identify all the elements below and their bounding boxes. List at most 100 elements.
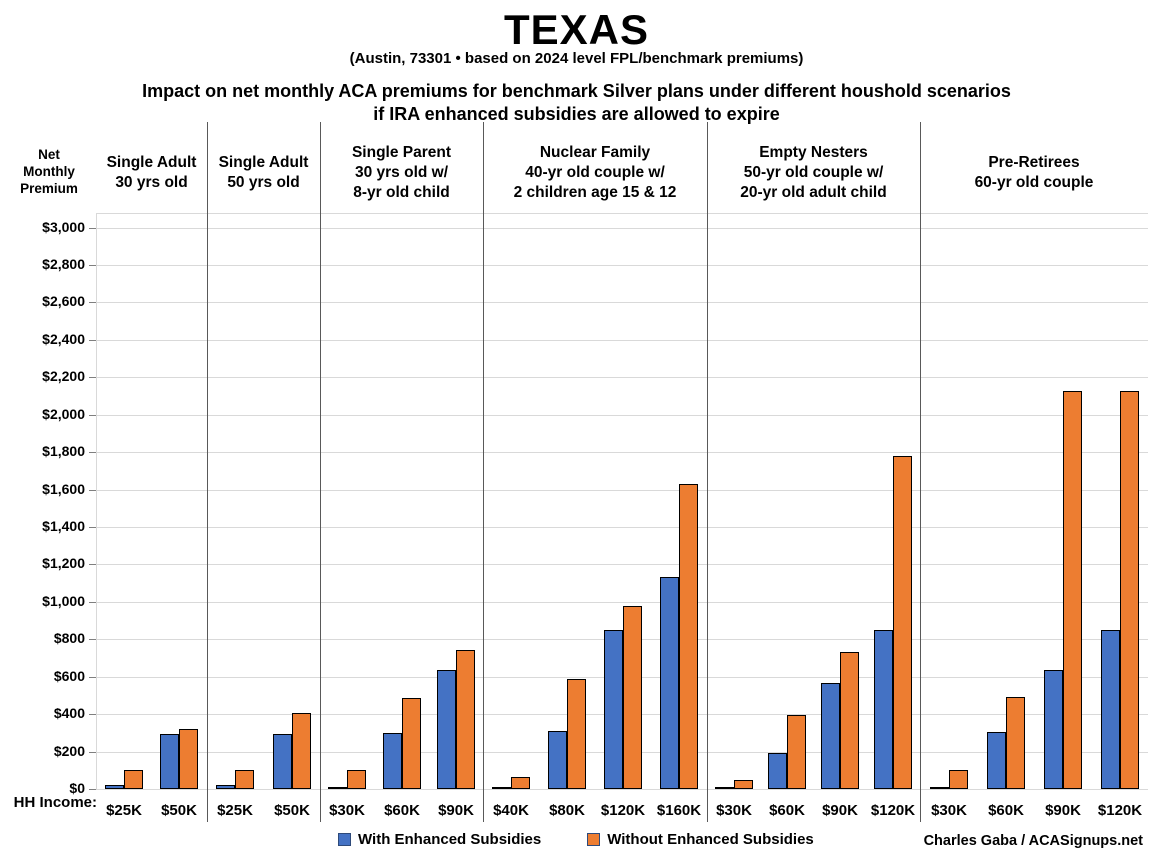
y-axis-tick — [89, 228, 96, 229]
group-header-line: Empty Nesters — [759, 144, 868, 161]
credit-text: Charles Gaba / ACASignups.net — [923, 833, 1143, 849]
bar-without-enhanced-subsidies — [893, 456, 912, 789]
bar-without-enhanced-subsidies — [456, 650, 475, 789]
bar-without-enhanced-subsidies — [567, 679, 586, 789]
gridline — [96, 452, 1148, 453]
chart-heading: Impact on net monthly ACA premiums for b… — [0, 80, 1153, 126]
bar-with-enhanced-subsidies — [660, 577, 679, 789]
x-category-label: $90K — [1045, 802, 1081, 819]
group-separator — [483, 122, 484, 822]
bar-without-enhanced-subsidies — [787, 715, 806, 789]
y-tick-label: $2,600 — [42, 293, 85, 309]
page-title: TEXAS — [503, 6, 650, 53]
gridline — [96, 602, 1148, 603]
bar-with-enhanced-subsidies — [328, 787, 347, 789]
legend-label-with-subsidies: With Enhanced Subsidies — [358, 831, 542, 848]
x-category-label: $40K — [493, 802, 529, 819]
gridline — [96, 527, 1148, 528]
y-tick-label: $1,600 — [42, 481, 85, 497]
group-separator — [320, 122, 321, 822]
group-header-line: 30 yrs old — [115, 174, 188, 191]
bar-with-enhanced-subsidies — [930, 787, 949, 789]
group-header-line: Single Parent — [351, 144, 452, 161]
y-axis-tick — [89, 340, 96, 341]
x-category-label: $25K — [106, 802, 142, 819]
y-axis-tick — [89, 490, 96, 491]
bar-with-enhanced-subsidies — [768, 753, 787, 789]
chart-heading-line1: Impact on net monthly ACA premiums for b… — [142, 81, 1011, 101]
gridline — [96, 490, 1148, 491]
group-header: Empty Nesters 50-yr old couple w/20-yr ol… — [707, 130, 920, 216]
gridline — [96, 789, 1148, 790]
bar-with-enhanced-subsidies — [216, 785, 235, 789]
bar-without-enhanced-subsidies — [949, 770, 968, 789]
legend-swatch-without-subsidies — [587, 833, 601, 846]
group-header-line: Pre-Retirees — [988, 154, 1080, 171]
y-tick-label: $1,800 — [42, 443, 85, 459]
y-axis-tick — [89, 265, 96, 266]
x-category-label: $25K — [217, 802, 253, 819]
bar-with-enhanced-subsidies — [273, 734, 292, 789]
x-category-label: $120K — [1097, 802, 1143, 819]
x-category-label: $30K — [329, 802, 365, 819]
bar-with-enhanced-subsidies — [383, 733, 402, 789]
legend-item-with-subsidies: With Enhanced Subsidies — [338, 831, 541, 848]
bar-with-enhanced-subsidies — [492, 787, 511, 789]
x-category-label: $120K — [600, 802, 646, 819]
gridline — [96, 564, 1148, 565]
y-axis-title-line: Net — [38, 147, 60, 162]
y-axis-tick — [89, 714, 96, 715]
bar-without-enhanced-subsidies — [734, 780, 753, 789]
group-header-line: 50-yr old couple w/ — [743, 164, 884, 181]
y-axis-title-line: Premium — [20, 181, 78, 196]
y-axis-tick — [89, 415, 96, 416]
y-tick-label: $2,000 — [42, 406, 85, 422]
group-header: Single Parent 30 yrs old w/8-yr old child — [320, 130, 483, 216]
group-header: Pre-Retirees 60-yr old couple — [920, 130, 1148, 216]
group-header-line: 50 yrs old — [227, 174, 300, 191]
group-header: Single Adult 30 yrs old — [96, 130, 207, 216]
bar-with-enhanced-subsidies — [604, 630, 623, 789]
x-category-label: $30K — [716, 802, 752, 819]
group-header-line: 60-yr old couple — [974, 174, 1094, 191]
x-category-label: $80K — [549, 802, 585, 819]
y-tick-label: $2,200 — [42, 368, 85, 384]
x-category-label: $160K — [656, 802, 702, 819]
y-tick-label: $1,200 — [42, 555, 85, 571]
chart-legend: With Enhanced Subsidies Without Enhanced… — [338, 831, 814, 848]
group-separator — [707, 122, 708, 822]
x-category-label: $50K — [161, 802, 197, 819]
y-tick-label: $1,000 — [42, 593, 85, 609]
legend-item-without-subsidies: Without Enhanced Subsidies — [587, 831, 814, 848]
bar-with-enhanced-subsidies — [987, 732, 1006, 789]
y-tick-label: $200 — [53, 743, 85, 759]
bar-without-enhanced-subsidies — [179, 729, 198, 789]
gridline — [96, 302, 1148, 303]
legend-label-without-subsidies: Without Enhanced Subsidies — [607, 831, 814, 848]
bar-without-enhanced-subsidies — [1063, 391, 1082, 789]
bar-with-enhanced-subsidies — [1044, 670, 1063, 789]
y-tick-label: $1,400 — [42, 518, 85, 534]
y-axis-tick — [89, 789, 96, 790]
bar-without-enhanced-subsidies — [511, 777, 530, 789]
bar-without-enhanced-subsidies — [840, 652, 859, 789]
x-category-label: $90K — [822, 802, 858, 819]
bar-with-enhanced-subsidies — [715, 787, 734, 789]
y-tick-label: $0 — [69, 780, 85, 796]
x-category-label: $60K — [988, 802, 1024, 819]
bar-with-enhanced-subsidies — [874, 630, 893, 789]
hh-income-label: HH Income: — [13, 794, 97, 811]
y-tick-label: $600 — [53, 668, 85, 684]
x-category-label: $90K — [438, 802, 474, 819]
bar-with-enhanced-subsidies — [548, 731, 567, 789]
x-category-label: $50K — [274, 802, 310, 819]
bar-without-enhanced-subsidies — [402, 698, 421, 789]
bar-with-enhanced-subsidies — [821, 683, 840, 789]
y-axis-line — [96, 213, 97, 789]
x-category-label: $120K — [870, 802, 916, 819]
group-header-line: 2 children age 15 & 12 — [513, 184, 677, 201]
x-category-label: $60K — [384, 802, 420, 819]
bar-with-enhanced-subsidies — [1101, 630, 1120, 789]
chart-subtitle: (Austin, 73301 • based on 2024 level FPL… — [349, 50, 804, 67]
